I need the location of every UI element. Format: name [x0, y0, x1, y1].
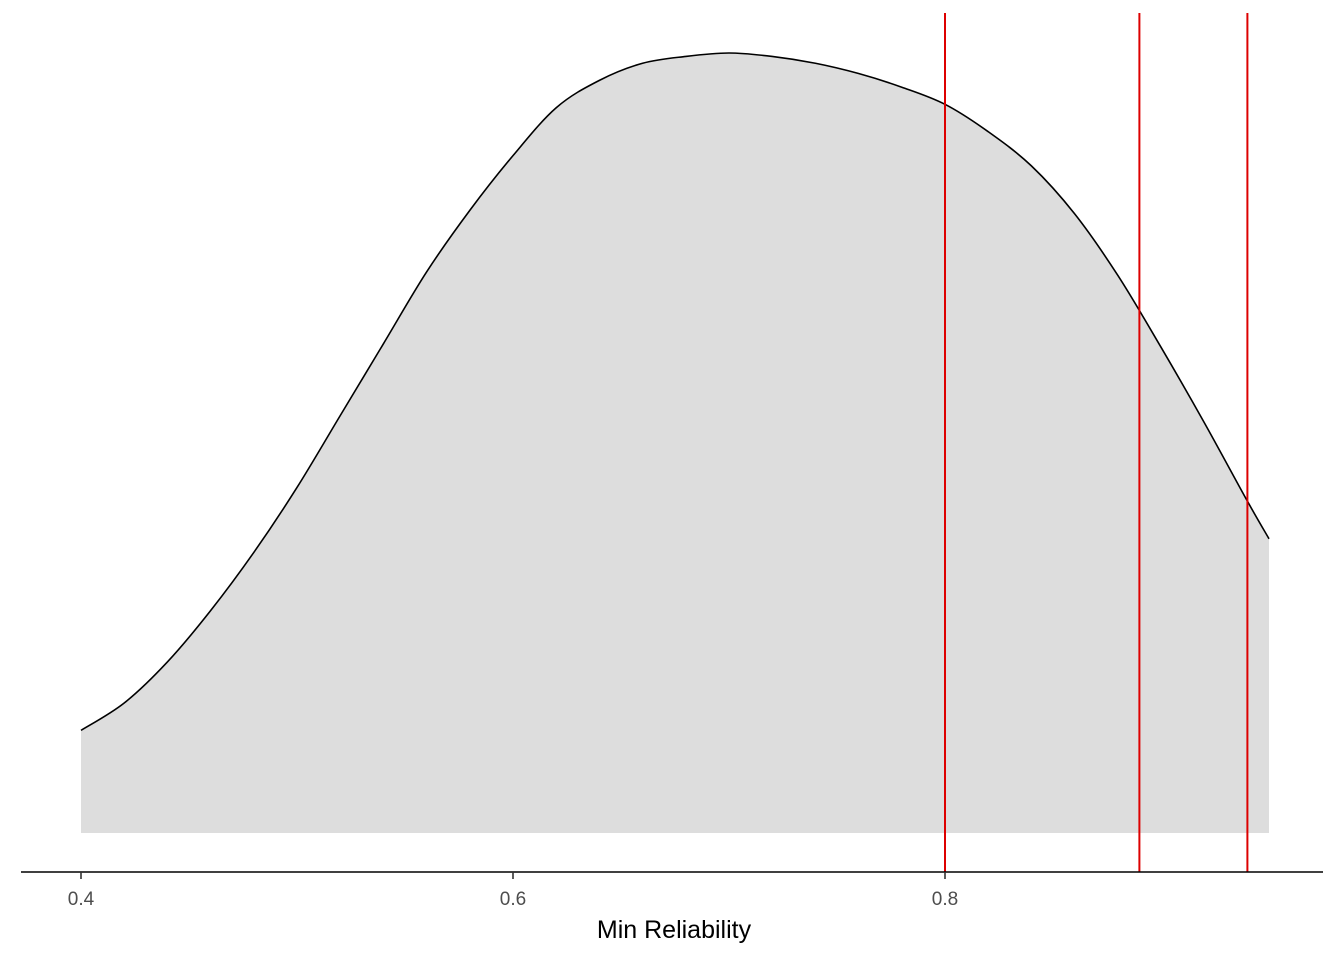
x-axis-title: Min Reliability [597, 916, 752, 944]
x-tick-label: 0.4 [68, 889, 95, 910]
plot-area [80, 13, 1270, 872]
density-area [81, 53, 1269, 833]
density-line [80, 52, 1270, 732]
x-axis-ticks: 0.4 0.6 0.8 [68, 872, 958, 910]
x-tick-label: 0.8 [932, 889, 958, 910]
x-tick-label: 0.6 [500, 889, 526, 910]
